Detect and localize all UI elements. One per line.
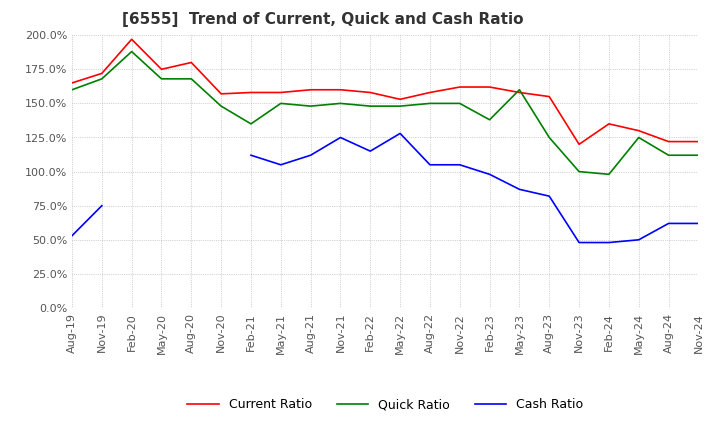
Quick Ratio	[217, 103, 225, 109]
Current Ratio	[634, 128, 643, 133]
Cash Ratio	[247, 153, 256, 158]
Current Ratio	[187, 60, 196, 65]
Quick Ratio	[97, 76, 106, 81]
Quick Ratio	[694, 153, 703, 158]
Quick Ratio	[545, 135, 554, 140]
Cash Ratio	[665, 221, 673, 226]
Cash Ratio	[426, 162, 434, 167]
Quick Ratio	[336, 101, 345, 106]
Quick Ratio	[306, 103, 315, 109]
Quick Ratio	[575, 169, 583, 174]
Cash Ratio	[605, 240, 613, 245]
Cash Ratio	[366, 149, 374, 154]
Current Ratio	[366, 90, 374, 95]
Current Ratio	[68, 80, 76, 85]
Current Ratio	[515, 90, 523, 95]
Quick Ratio	[515, 87, 523, 92]
Current Ratio	[665, 139, 673, 144]
Cash Ratio	[485, 172, 494, 177]
Legend: Current Ratio, Quick Ratio, Cash Ratio: Current Ratio, Quick Ratio, Cash Ratio	[182, 393, 588, 416]
Line: Quick Ratio: Quick Ratio	[72, 51, 698, 174]
Quick Ratio	[396, 103, 405, 109]
Cash Ratio	[306, 153, 315, 158]
Quick Ratio	[605, 172, 613, 177]
Current Ratio	[545, 94, 554, 99]
Current Ratio	[97, 71, 106, 76]
Cash Ratio	[515, 187, 523, 192]
Cash Ratio	[396, 131, 405, 136]
Quick Ratio	[187, 76, 196, 81]
Line: Current Ratio: Current Ratio	[72, 39, 698, 144]
Quick Ratio	[426, 101, 434, 106]
Current Ratio	[217, 91, 225, 96]
Line: Cash Ratio: Cash Ratio	[72, 133, 698, 242]
Cash Ratio	[68, 233, 76, 238]
Current Ratio	[396, 97, 405, 102]
Quick Ratio	[366, 103, 374, 109]
Quick Ratio	[634, 135, 643, 140]
Current Ratio	[157, 66, 166, 72]
Current Ratio	[456, 84, 464, 90]
Current Ratio	[127, 37, 136, 42]
Quick Ratio	[456, 101, 464, 106]
Cash Ratio	[97, 203, 106, 209]
Quick Ratio	[276, 101, 285, 106]
Current Ratio	[426, 90, 434, 95]
Quick Ratio	[485, 117, 494, 122]
Cash Ratio	[634, 237, 643, 242]
Quick Ratio	[247, 121, 256, 127]
Cash Ratio	[456, 162, 464, 167]
Current Ratio	[247, 90, 256, 95]
Current Ratio	[336, 87, 345, 92]
Quick Ratio	[665, 153, 673, 158]
Quick Ratio	[157, 76, 166, 81]
Current Ratio	[276, 90, 285, 95]
Cash Ratio	[276, 162, 285, 167]
Cash Ratio	[545, 194, 554, 199]
Current Ratio	[605, 121, 613, 127]
Text: [6555]  Trend of Current, Quick and Cash Ratio: [6555] Trend of Current, Quick and Cash …	[122, 12, 523, 27]
Cash Ratio	[336, 135, 345, 140]
Cash Ratio	[694, 221, 703, 226]
Cash Ratio	[575, 240, 583, 245]
Current Ratio	[575, 142, 583, 147]
Quick Ratio	[127, 49, 136, 54]
Current Ratio	[485, 84, 494, 90]
Current Ratio	[306, 87, 315, 92]
Current Ratio	[694, 139, 703, 144]
Quick Ratio	[68, 87, 76, 92]
